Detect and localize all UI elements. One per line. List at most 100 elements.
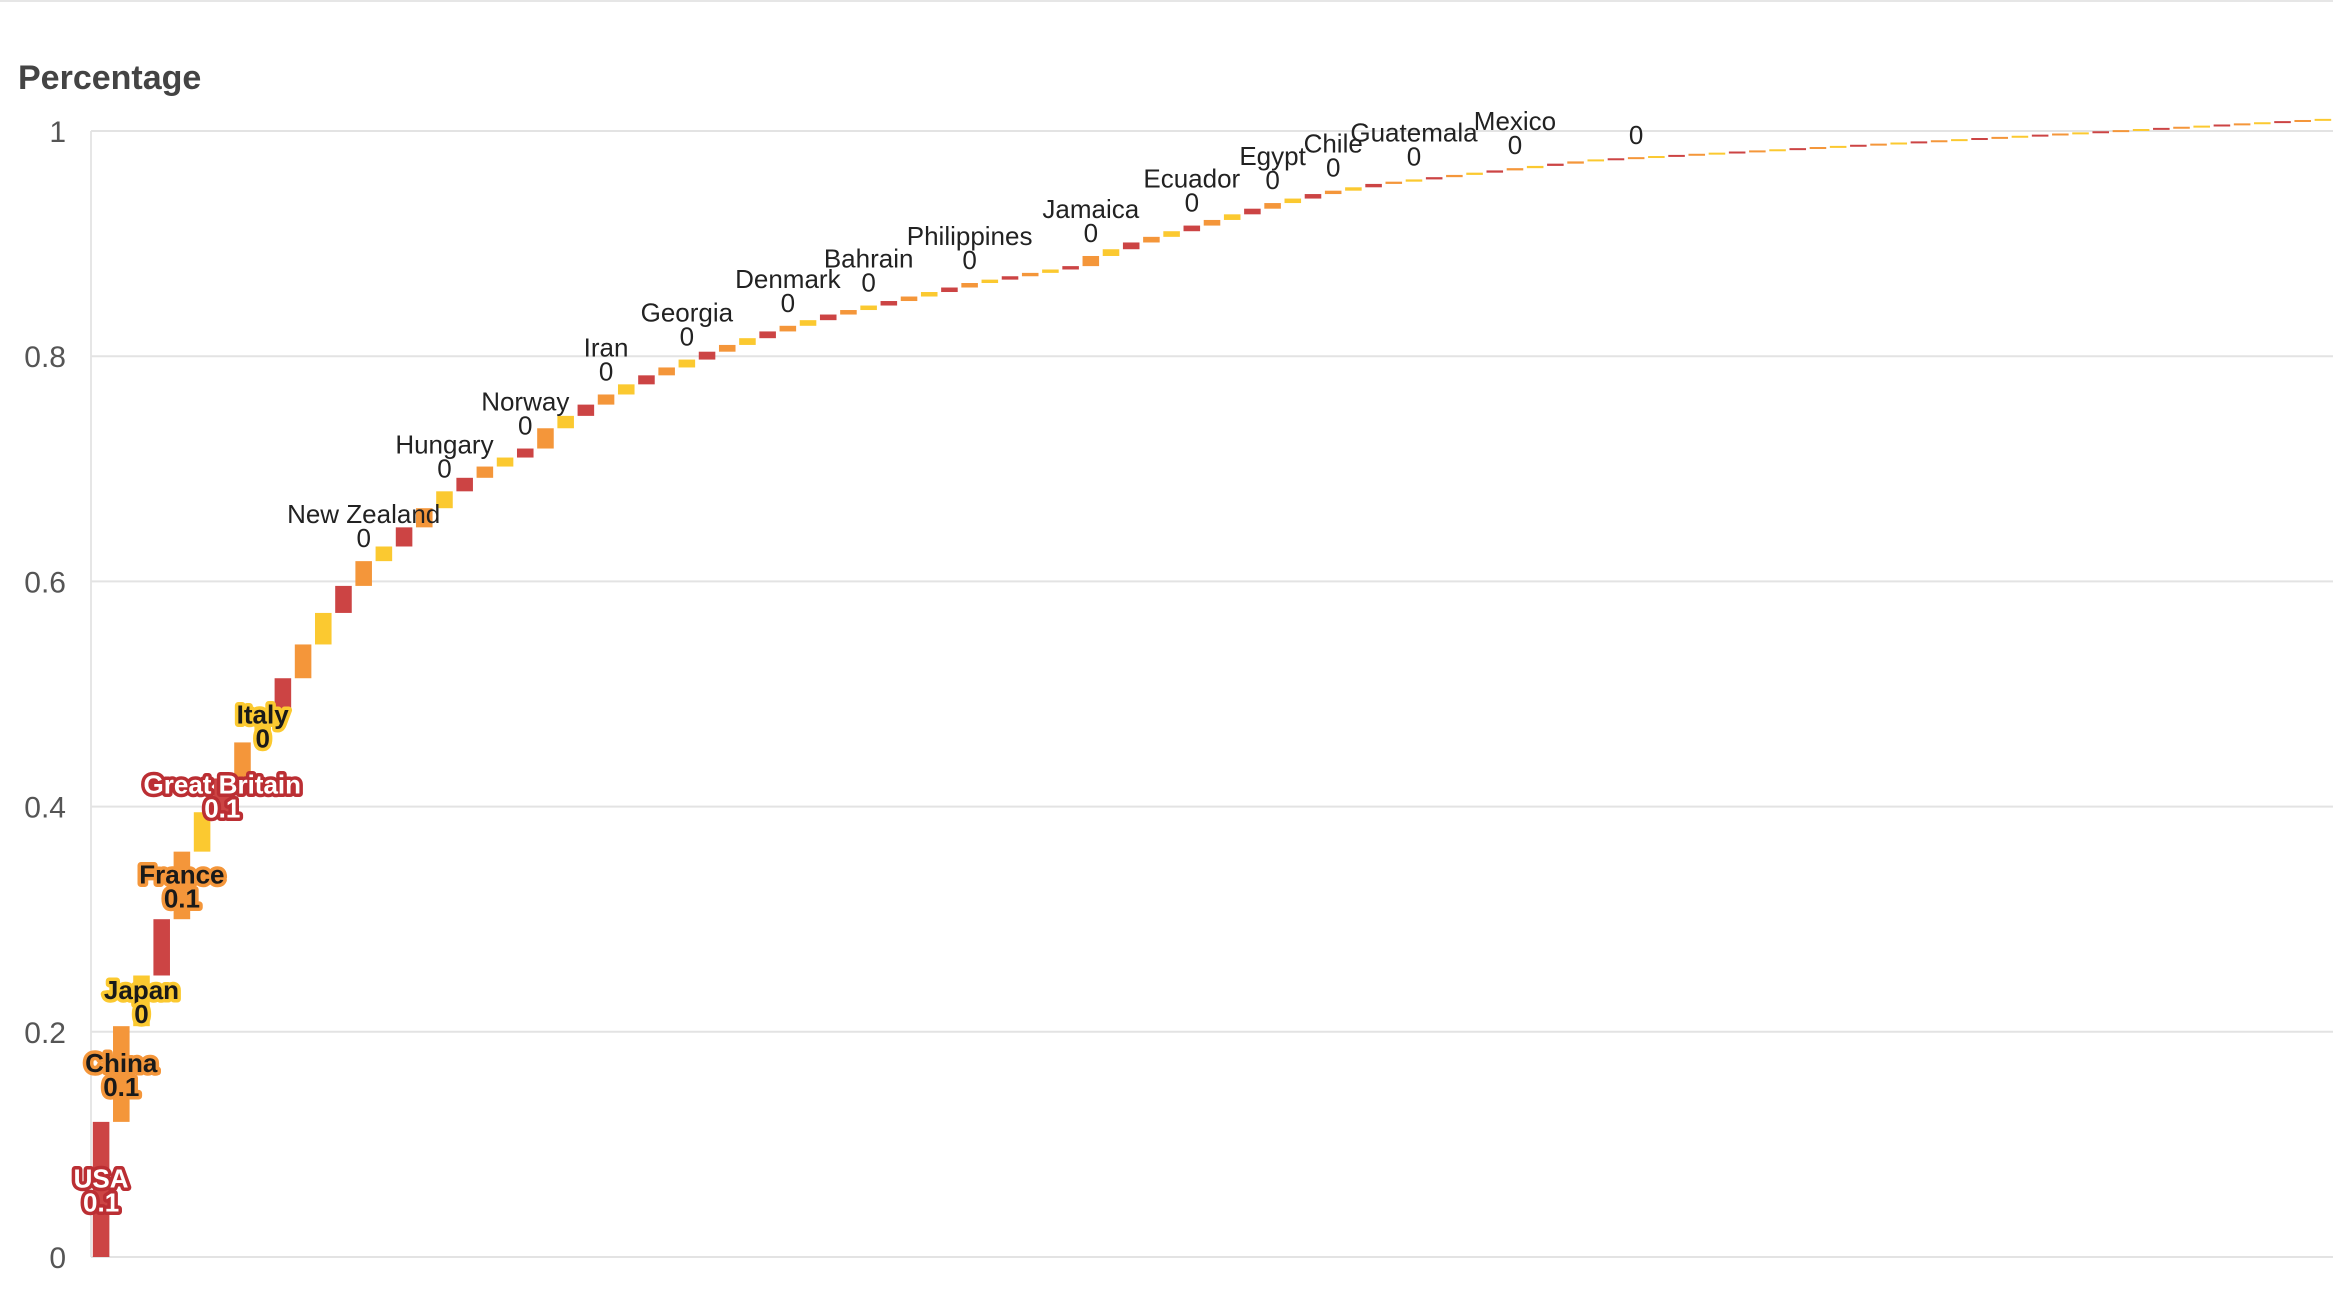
waterfall-bar [1567,161,1584,164]
waterfall-bar [1163,231,1180,237]
waterfall-bar [1001,276,1019,280]
waterfall-bar [314,612,332,645]
y-tick-label: 0.6 [24,566,66,599]
waterfall-bar [658,367,675,376]
waterfall-bar [254,708,271,743]
bar-label-value: 0.1 [204,793,240,823]
waterfall-bar [436,491,453,509]
y-tick-label: 0.8 [24,341,66,374]
bar-label-value: 0 [1326,153,1340,183]
bar-label-value: 0 [781,288,795,318]
waterfall-bar [880,301,898,306]
waterfall-bar [1082,255,1100,267]
waterfall-bar [1264,203,1281,209]
waterfall-bar [274,678,292,709]
y-tick-label: 0.4 [24,792,66,825]
waterfall-bar [2274,121,2291,124]
waterfall-bar [1324,190,1342,195]
waterfall-bar [2233,123,2251,126]
waterfall-bar [900,296,918,302]
waterfall-bar [941,287,958,293]
waterfall-bar [133,975,150,1027]
y-tick-labels: 0 0.2 0.4 0.6 0.8 1 [24,116,66,1275]
waterfall-bar [1446,174,1463,178]
waterfall-bar [557,415,574,429]
waterfall-bar [718,344,736,352]
bar-label-name: Mexico [1474,106,1556,136]
bar-label-name: Jamaica [1042,194,1139,224]
waterfall-bar [1102,249,1120,256]
bar-label-name: Bahrain [824,244,914,274]
bar-label-value: 0 [599,356,613,386]
waterfall-bar [2052,133,2069,136]
waterfall-bar [1769,149,1786,152]
waterfall-bar [1203,219,1221,226]
bar-label-name: USA [74,1163,129,1193]
waterfall-bar [698,351,716,360]
waterfall-bar [1587,159,1605,162]
waterfall-bar [1365,183,1382,188]
waterfall-bar [840,310,857,315]
waterfall-bar [537,428,554,449]
bar-label-name: Georgia [641,298,734,328]
bar-label: 0 [1629,120,1643,150]
waterfall-bar [678,359,696,368]
waterfall-bar [1345,187,1362,191]
waterfall-bar [153,919,170,976]
waterfall-bar [1890,142,1908,145]
bar-label-value: 0 [437,453,451,483]
waterfall-bar [1143,236,1160,243]
bar-label-name: New Zealand [287,499,440,529]
waterfall-bar [819,314,837,321]
waterfall-bar [981,279,999,284]
waterfall-bar [1829,145,1847,148]
bar-label-value: 0 [356,523,370,553]
waterfall-bar [961,283,978,288]
waterfall-bar [1850,144,1867,147]
waterfall-bar [193,812,211,852]
bar-label-value: 0.1 [103,1072,139,1102]
waterfall-bar [1728,151,1746,154]
waterfall-bar [759,331,776,339]
waterfall-bar [395,527,413,547]
waterfall-bar [597,394,615,405]
bar-label-name: Guatemala [1350,117,1478,147]
bar-label-value: 0 [1407,141,1421,171]
bar-label-name: Chile [1304,129,1363,159]
bar-label-value: 0 [962,245,976,275]
bar-label-name: Great Britain [144,769,302,799]
bar-label-name: Denmark [735,264,841,294]
y-axis-label: Percentage [18,59,201,97]
waterfall-bar [1486,170,1504,173]
waterfall-bar [113,1026,130,1122]
waterfall-bar [516,448,534,458]
bar-label-value: 0 [861,268,875,298]
bar-label-value: 0 [134,999,148,1029]
waterfall-bar [1708,152,1726,155]
bar-label-value: 0 [680,322,694,352]
y-gridlines [90,130,2333,1258]
waterfall-bar [1910,141,1928,144]
bar-label-name: China [85,1048,158,1078]
waterfall-bar [1183,225,1201,232]
waterfall-bar [1930,140,1948,143]
waterfall-bar [2092,131,2110,134]
waterfall-bar [1648,156,1665,159]
waterfall-bar [1749,150,1766,153]
waterfall-bar [2072,132,2089,135]
waterfall-bar [2112,130,2130,133]
